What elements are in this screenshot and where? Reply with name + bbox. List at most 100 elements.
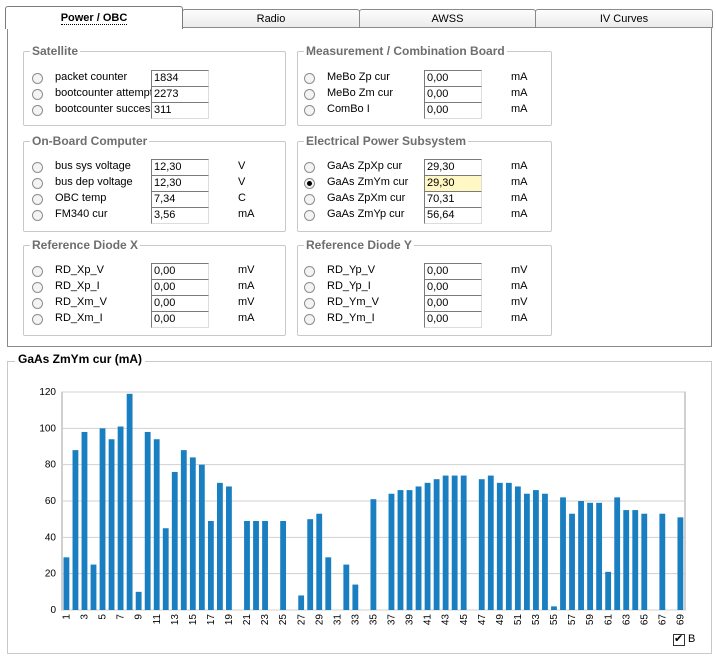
- x-tick-label: 63: [621, 614, 632, 626]
- x-tick-label: 21: [242, 614, 253, 626]
- bar: [325, 557, 332, 610]
- bar: [207, 520, 214, 610]
- bar: [153, 439, 160, 610]
- radio-rd-yp-v[interactable]: [304, 266, 315, 277]
- unit-gaas-zmyp-cur: mA: [511, 208, 528, 220]
- value-rd-yp-v[interactable]: 0,00: [424, 263, 482, 280]
- value-gaas-zpxp-cur[interactable]: 29,30: [424, 159, 482, 176]
- radio-combo-i[interactable]: [304, 105, 315, 116]
- radio-rd-xm-i[interactable]: [32, 314, 43, 325]
- value-gaas-zmyp-cur[interactable]: 56,64: [424, 207, 482, 224]
- radio-obc-temp[interactable]: [32, 194, 43, 205]
- value-bus-sys-voltage[interactable]: 12,30: [151, 159, 209, 176]
- unit-rd-xp-v: mV: [238, 264, 255, 276]
- value-rd-xp-i[interactable]: 0,00: [151, 279, 209, 296]
- bar: [560, 497, 566, 610]
- bar: [542, 493, 548, 610]
- radio-gaas-zpxp-cur[interactable]: [304, 162, 315, 173]
- value-rd-xm-i[interactable]: 0,00: [151, 311, 209, 328]
- field-row: RD_Xm_I 0,00 mA: [32, 311, 292, 328]
- y-tick-label: 120: [39, 387, 56, 398]
- x-tick-label: 29: [314, 614, 325, 626]
- bar: [117, 426, 124, 610]
- field-row: GaAs ZmYp cur 56,64 mA: [304, 207, 564, 224]
- bar: [298, 595, 305, 610]
- field-row: RD_Yp_V 0,00 mV: [304, 263, 564, 280]
- radio-rd-xp-i[interactable]: [32, 282, 43, 293]
- tab-radio[interactable]: Radio: [182, 9, 360, 28]
- x-tick-label: 25: [278, 614, 289, 626]
- value-fm340-cur[interactable]: 3,56: [151, 207, 209, 224]
- field-row: GaAs ZmYm cur 29,30 mA: [304, 175, 564, 192]
- radio-rd-xp-v[interactable]: [32, 266, 43, 277]
- x-tick-label: 31: [332, 614, 343, 626]
- label-rd-ym-i: RD_Ym_I: [327, 312, 375, 324]
- eps-group-title: Electrical Power Subsystem: [306, 134, 467, 148]
- radio-gaas-zmyp-cur[interactable]: [304, 210, 315, 221]
- radio-gaas-zmym-cur[interactable]: [304, 178, 315, 189]
- radio-bus-sys-voltage[interactable]: [32, 162, 43, 173]
- x-tick-label: 35: [369, 614, 380, 626]
- label-bus-sys-voltage: bus sys voltage: [55, 160, 131, 172]
- unit-bus-dep-voltage: V: [238, 176, 246, 188]
- radio-rd-xm-v[interactable]: [32, 298, 43, 309]
- radio-rd-yp-i[interactable]: [304, 282, 315, 293]
- chart-title: GaAs ZmYm cur (mA): [15, 352, 146, 366]
- bar: [189, 457, 196, 610]
- unit-rd-yp-i: mA: [511, 280, 528, 292]
- bar: [478, 479, 485, 610]
- x-tick-label: 11: [152, 614, 163, 625]
- label-mebo-zp-cur: MeBo Zp cur: [327, 71, 390, 83]
- series-b-checkbox[interactable]: [673, 632, 685, 646]
- bar: [505, 482, 512, 610]
- bar: [162, 528, 169, 610]
- radio-bus-dep-voltage[interactable]: [32, 178, 43, 189]
- obc-group: On-Board Computer: [23, 134, 286, 232]
- unit-bus-sys-voltage: V: [238, 160, 246, 172]
- value-combo-i[interactable]: 0,00: [424, 102, 482, 119]
- bar: [659, 513, 666, 610]
- x-tick-label: 41: [423, 614, 434, 626]
- bar: [253, 520, 259, 610]
- bar: [641, 513, 648, 610]
- radio-mebo-zm-cur[interactable]: [304, 89, 315, 100]
- tab-awss[interactable]: AWSS: [359, 9, 536, 28]
- bar: [451, 475, 458, 610]
- field-row: RD_Ym_I 0,00 mA: [304, 311, 564, 328]
- x-tick-label: 51: [513, 614, 524, 626]
- x-tick-label: 61: [603, 614, 614, 626]
- value-bootcounter-success[interactable]: 311: [151, 102, 209, 119]
- radio-gaas-zpxm-cur[interactable]: [304, 194, 315, 205]
- unit-rd-ym-v: mV: [511, 296, 528, 308]
- radio-fm340-cur[interactable]: [32, 210, 43, 221]
- bar: [262, 520, 268, 610]
- radio-rd-ym-i[interactable]: [304, 314, 315, 325]
- bar: [144, 431, 151, 610]
- power-obc-panel: Satellite On-Board Computer Reference Di…: [7, 27, 712, 347]
- field-row: ComBo I 0,00 mA: [304, 102, 564, 119]
- x-tick-label: 65: [639, 614, 650, 626]
- unit-gaas-zmym-cur: mA: [511, 176, 528, 188]
- unit-rd-xp-i: mA: [238, 280, 255, 292]
- unit-rd-xm-i: mA: [238, 312, 255, 324]
- label-mebo-zm-cur: MeBo Zm cur: [327, 87, 394, 99]
- label-bootcounter-success: bootcounter success: [55, 103, 156, 115]
- radio-mebo-zp-cur[interactable]: [304, 73, 315, 84]
- x-tick-label: 43: [441, 614, 452, 626]
- radio-rd-ym-v[interactable]: [304, 298, 315, 309]
- field-row: RD_Xp_I 0,00 mA: [32, 279, 292, 296]
- bar: [587, 502, 594, 610]
- radio-bootcounter-attempt[interactable]: [32, 89, 43, 100]
- bar: [605, 571, 612, 610]
- radio-bootcounter-success[interactable]: [32, 105, 43, 116]
- bar: [460, 475, 467, 610]
- bar: [180, 450, 187, 610]
- value-rd-ym-i[interactable]: 0,00: [424, 311, 482, 328]
- bar: [343, 564, 350, 610]
- radio-packet-counter[interactable]: [32, 73, 43, 84]
- tab-iv-curves[interactable]: IV Curves: [535, 9, 713, 28]
- value-mebo-zp-cur[interactable]: 0,00: [424, 70, 482, 87]
- tab-power-obc[interactable]: Power / OBC: [5, 6, 183, 29]
- x-tick-label: 69: [675, 614, 686, 626]
